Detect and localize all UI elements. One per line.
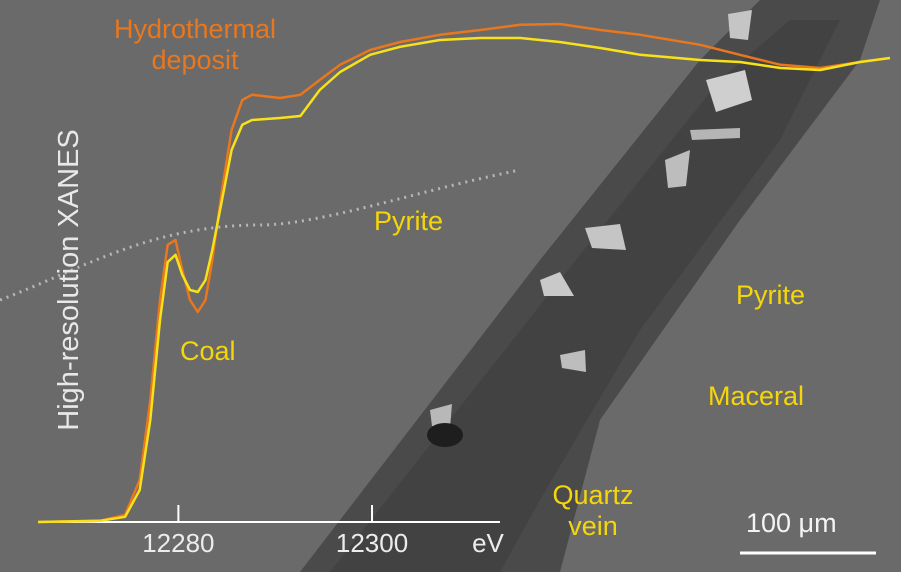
annotation: Maceral xyxy=(708,381,804,412)
series-label: Coal xyxy=(180,336,236,367)
x-tick-label: 12280 xyxy=(142,528,214,558)
figure: High-resolution XANES eV 12280 12300 Hydr… xyxy=(0,0,901,572)
annotation: Pyrite xyxy=(736,280,805,311)
annotation: Pyrite xyxy=(374,206,443,237)
scale-label: 100 μm xyxy=(746,508,837,539)
annotation: Quartz vein xyxy=(548,480,638,542)
x-unit: eV xyxy=(472,528,504,558)
y-axis-label: High-resolution XANES xyxy=(53,129,85,430)
series-label: Hydrothermal deposit xyxy=(95,14,295,76)
x-tick-label: 12300 xyxy=(336,528,408,558)
